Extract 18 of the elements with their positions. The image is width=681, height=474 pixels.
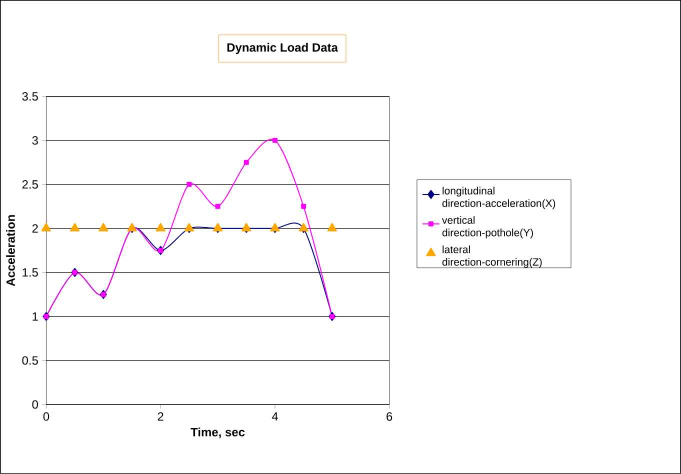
y-tick-label: 1.5 — [22, 268, 38, 277]
x-tick-label: 6 — [386, 412, 392, 421]
y-tick-label: 0.5 — [22, 356, 38, 365]
y-tick-label: 3 — [32, 136, 38, 145]
x-tick-label: 2 — [158, 412, 164, 421]
legend-label: lateral direction-cornering(Z) — [442, 246, 542, 268]
legend-label: longitudinal direction-acceleration(X) — [442, 186, 556, 210]
y-tick-label: 2.5 — [22, 180, 38, 189]
y-axis-title: Acceleration — [6, 215, 15, 286]
x-tick-label: 0 — [43, 412, 50, 421]
x-axis-title: Time, sec — [190, 428, 245, 438]
chart-title: Dynamic Load Data — [227, 42, 338, 54]
y-tick-label: 2 — [32, 224, 38, 233]
y-tick-label: 0 — [32, 400, 38, 409]
legend-label: vertical direction-pothole(Y) — [442, 216, 533, 238]
y-tick-label: 1 — [32, 312, 38, 321]
y-tick-label: 3.5 — [22, 92, 38, 101]
x-tick-label: 4 — [272, 412, 278, 421]
